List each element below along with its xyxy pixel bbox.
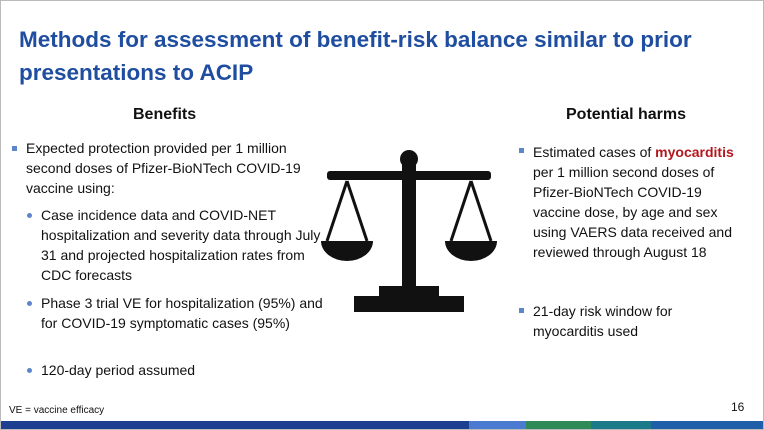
bullet <box>27 301 32 306</box>
page-number: 16 <box>731 400 745 414</box>
slide-title: Methods for assessment of benefit-risk b… <box>19 27 692 85</box>
footer-bar <box>526 421 591 429</box>
bullet <box>519 148 524 153</box>
harm-item: 21-day risk window for myocarditis used <box>533 303 673 339</box>
benefit-subitem: Phase 3 trial VE for hospitalization (95… <box>41 295 323 331</box>
harms-heading: Potential harms <box>566 106 687 123</box>
footer-bar <box>591 421 651 429</box>
benefit-subitem: Case incidence data and COVID-NET hospit… <box>41 207 321 283</box>
bullet <box>27 368 32 373</box>
benefit-subitem: 120-day period assumed <box>41 362 196 378</box>
scale-icon <box>321 150 497 312</box>
text: Estimated cases of <box>533 144 652 160</box>
harm-item: Estimated cases of myocarditis per 1 mil… <box>533 142 748 262</box>
benefit-item: Expected protection provided per 1 milli… <box>26 140 301 196</box>
footnote: VE = vaccine efficacy <box>9 405 105 416</box>
highlight: myocarditis <box>655 144 734 160</box>
footer-bar <box>469 421 526 429</box>
bullet <box>519 308 524 313</box>
bullet <box>12 146 17 151</box>
text: per 1 million second doses of Pfizer-Bio… <box>533 164 732 260</box>
benefits-heading: Benefits <box>133 106 197 123</box>
footer-bar <box>651 421 763 429</box>
bullet <box>27 213 32 218</box>
footer-bar <box>1 421 469 429</box>
